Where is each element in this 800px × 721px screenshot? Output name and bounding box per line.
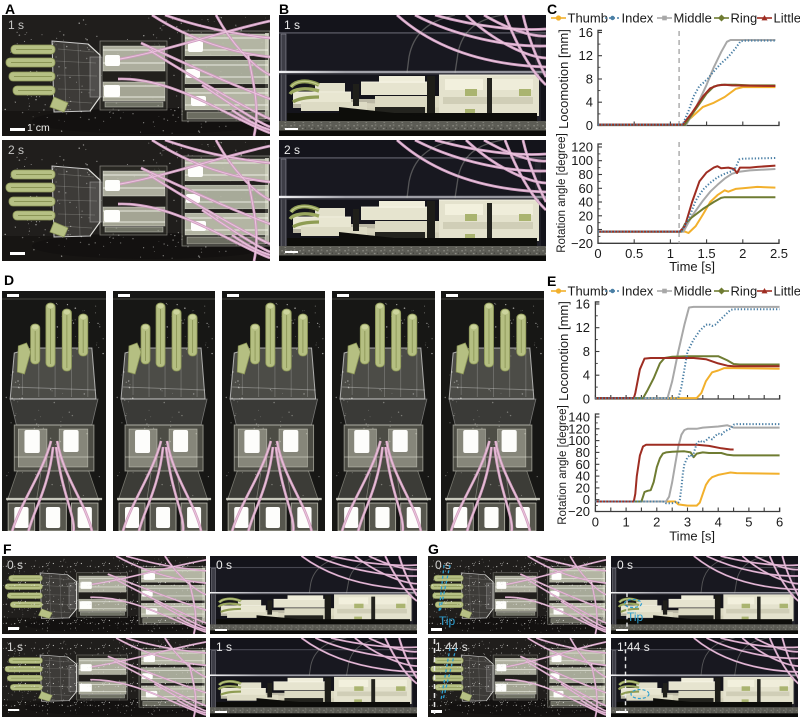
svg-text:Index: Index [622, 284, 654, 299]
svg-text:1.5: 1.5 [698, 246, 716, 261]
svg-text:0: 0 [586, 222, 593, 237]
svg-text:80: 80 [576, 445, 590, 460]
svg-text:Thumb: Thumb [568, 11, 608, 26]
svg-text:80: 80 [579, 167, 593, 182]
svg-text:−20: −20 [568, 504, 590, 519]
svg-text:0: 0 [592, 515, 599, 530]
svg-text:Index: Index [622, 11, 654, 26]
svg-text:Middle: Middle [674, 284, 712, 299]
svg-text:Thumb: Thumb [568, 284, 608, 299]
svg-text:4: 4 [586, 95, 593, 110]
svg-text:40: 40 [576, 469, 590, 484]
svg-text:2: 2 [653, 515, 660, 530]
svg-text:Middle: Middle [674, 11, 712, 26]
svg-text:20: 20 [576, 480, 590, 495]
svg-text:120: 120 [568, 421, 590, 436]
svg-text:4: 4 [583, 368, 590, 383]
svg-text:Locomotion [mm]: Locomotion [mm] [556, 301, 571, 401]
svg-text:Locomotion [mm]: Locomotion [mm] [556, 29, 571, 129]
svg-text:8: 8 [583, 344, 590, 359]
svg-text:60: 60 [579, 181, 593, 196]
svg-text:40: 40 [579, 195, 593, 210]
svg-text:2.5: 2.5 [770, 246, 788, 261]
svg-text:0: 0 [594, 246, 601, 261]
svg-text:2: 2 [739, 246, 746, 261]
svg-text:100: 100 [568, 433, 590, 448]
svg-text:120: 120 [571, 140, 593, 155]
svg-text:100: 100 [571, 153, 593, 168]
svg-text:0: 0 [583, 492, 590, 507]
svg-text:5: 5 [745, 515, 752, 530]
svg-text:6: 6 [776, 515, 783, 530]
svg-text:Little: Little [774, 284, 800, 299]
svg-text:Time [s]: Time [s] [669, 259, 715, 274]
svg-text:1: 1 [667, 246, 674, 261]
svg-text:0: 0 [586, 118, 593, 133]
svg-text:16: 16 [576, 297, 590, 312]
svg-text:12: 12 [579, 48, 593, 63]
svg-text:4: 4 [715, 515, 722, 530]
svg-text:Time [s]: Time [s] [669, 529, 715, 544]
svg-text:140: 140 [568, 410, 590, 425]
svg-text:Ring: Ring [731, 284, 758, 299]
svg-text:0.5: 0.5 [625, 246, 643, 261]
svg-text:20: 20 [579, 208, 593, 223]
svg-text:Ring: Ring [731, 11, 758, 26]
svg-text:3: 3 [684, 515, 691, 530]
svg-text:1: 1 [622, 515, 629, 530]
svg-text:12: 12 [576, 320, 590, 335]
svg-text:60: 60 [576, 457, 590, 472]
svg-text:Rotation angle [degree]: Rotation angle [degree] [556, 133, 568, 253]
svg-text:0: 0 [583, 392, 590, 407]
svg-text:Rotation angle [degree]: Rotation angle [degree] [557, 405, 569, 525]
svg-text:16: 16 [579, 25, 593, 40]
svg-text:Little: Little [774, 11, 800, 26]
svg-text:8: 8 [586, 72, 593, 87]
svg-text:−20: −20 [571, 236, 593, 251]
